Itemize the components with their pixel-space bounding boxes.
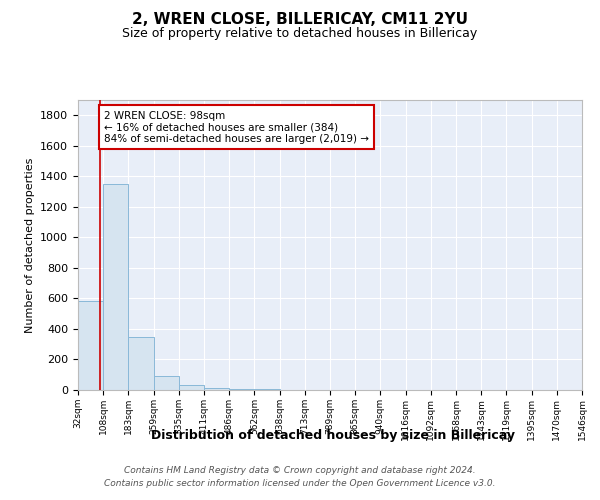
Bar [179,386,204,390]
Y-axis label: Number of detached properties: Number of detached properties [25,158,35,332]
Text: Contains HM Land Registry data © Crown copyright and database right 2024.
Contai: Contains HM Land Registry data © Crown c… [104,466,496,487]
Bar [229,389,254,390]
Text: Distribution of detached houses by size in Billericay: Distribution of detached houses by size … [151,428,515,442]
Bar [78,302,103,390]
Bar [128,338,154,390]
Text: 2 WREN CLOSE: 98sqm
← 16% of detached houses are smaller (384)
84% of semi-detac: 2 WREN CLOSE: 98sqm ← 16% of detached ho… [104,110,369,144]
Bar [154,376,179,390]
Text: 2, WREN CLOSE, BILLERICAY, CM11 2YU: 2, WREN CLOSE, BILLERICAY, CM11 2YU [132,12,468,28]
Text: Size of property relative to detached houses in Billericay: Size of property relative to detached ho… [122,28,478,40]
Bar [103,184,128,390]
Bar [204,388,229,390]
Bar [254,389,280,390]
